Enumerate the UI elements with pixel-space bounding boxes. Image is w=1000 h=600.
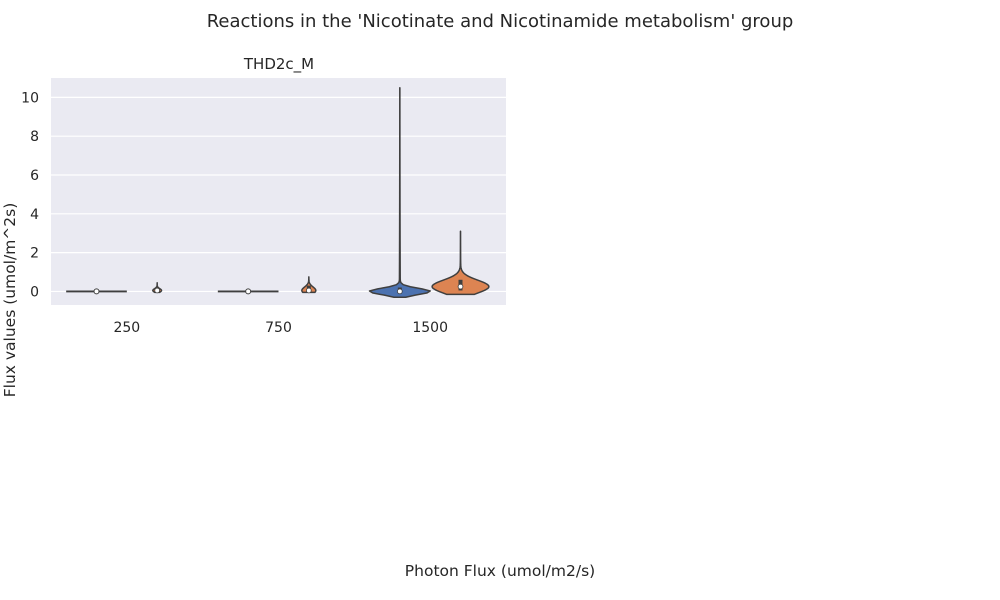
x-tick-label: 250 [113,320,140,336]
plot-area [51,78,506,305]
y-tick-label: 0 [30,284,39,300]
chart-title: THD2c_M [243,55,314,74]
y-tick-labels: 0 2 4 6 8 10 [21,90,39,300]
x-tick-label: 1500 [412,320,448,336]
median-point [306,288,311,293]
median-point [397,289,402,294]
y-axis-label: Flux values (umol/m^2s) [1,203,19,398]
figure-title: Reactions in the 'Nicotinate and Nicotin… [207,11,794,32]
median-point [246,289,251,294]
y-tick-label: 4 [30,207,39,223]
median-point [458,284,463,289]
median-point [155,288,160,293]
x-tick-labels: 250 750 1500 [113,320,448,336]
x-axis-label: Photon Flux (umol/m2/s) [405,562,595,580]
y-tick-label: 6 [30,168,39,184]
y-tick-label: 2 [30,246,39,262]
y-tick-label: 8 [30,129,39,145]
median-point [94,289,99,294]
x-tick-label: 750 [265,320,292,336]
y-tick-label: 10 [21,90,39,106]
